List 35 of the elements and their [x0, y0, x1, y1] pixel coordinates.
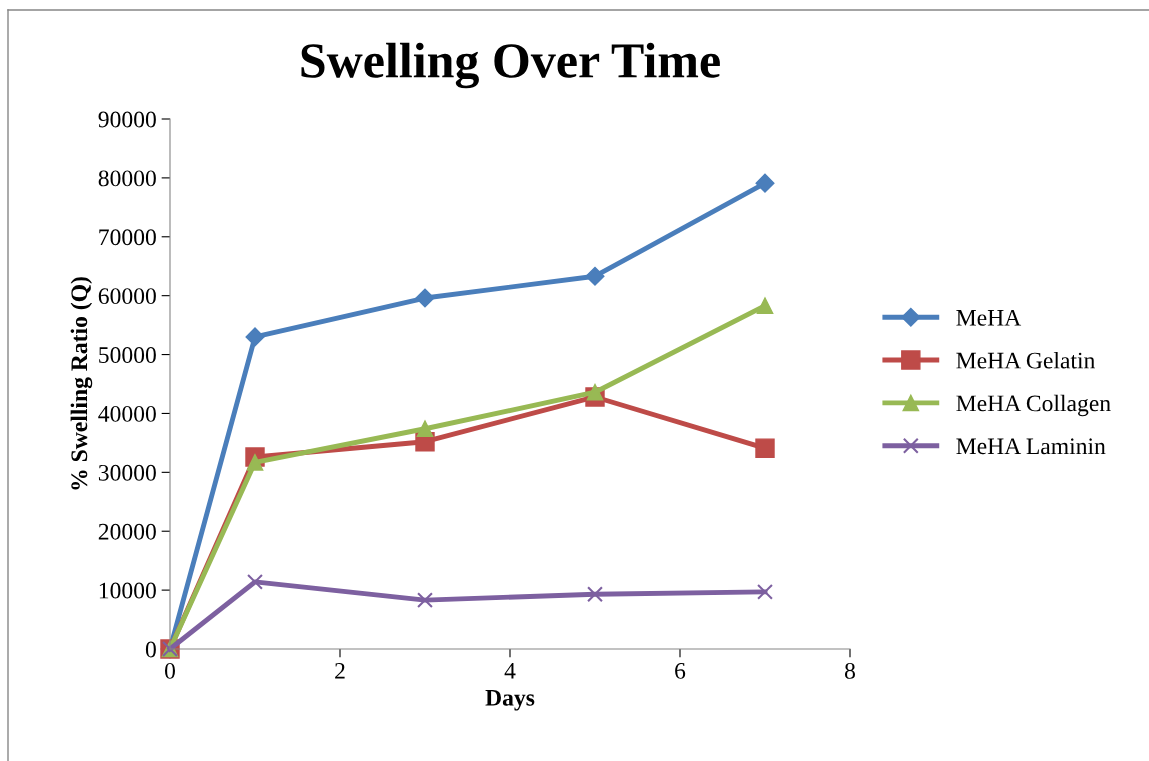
point: [416, 420, 434, 438]
y-tick-label: 90000: [98, 111, 156, 128]
legend-label: MeHA: [956, 309, 1022, 326]
x-tick-label: 0: [165, 662, 175, 679]
legend-label: MeHA Gelatin: [956, 351, 1095, 369]
x-tick-label: 4: [504, 663, 516, 679]
x-tick-label: 6: [675, 662, 686, 679]
legend-label: MeHA Laminin: [956, 438, 1106, 455]
legend-label: MeHA Collagen: [956, 394, 1111, 417]
y-tick-label: 80000: [98, 170, 156, 187]
x-tick-label: 8: [845, 662, 855, 679]
point: [586, 383, 604, 401]
x-axis-title: Days: [485, 690, 535, 711]
y-tick-label: 50000: [99, 347, 156, 363]
y-tick-label: 20000: [98, 523, 156, 540]
point: [755, 173, 775, 193]
point: [585, 266, 605, 286]
y-tick-label: 10000: [99, 582, 156, 599]
point: [756, 297, 774, 315]
y-tick-label: 60000: [98, 288, 156, 305]
x-tick-label: 2: [335, 662, 345, 679]
point: [755, 438, 775, 458]
chart-title: Swelling Over Time: [301, 42, 720, 89]
point: [415, 288, 435, 308]
point: [246, 453, 264, 471]
point: [587, 586, 603, 603]
y-axis-title: % Swelling Ratio (Q): [70, 277, 93, 490]
y-tick-label: 40000: [98, 405, 156, 422]
point: [245, 327, 265, 347]
point: [247, 573, 263, 590]
point: [417, 592, 433, 609]
y-tick-label: 0: [145, 641, 156, 658]
point: [757, 583, 773, 600]
y-tick-label: 30000: [98, 464, 156, 481]
y-tick-label: 70000: [99, 229, 156, 246]
